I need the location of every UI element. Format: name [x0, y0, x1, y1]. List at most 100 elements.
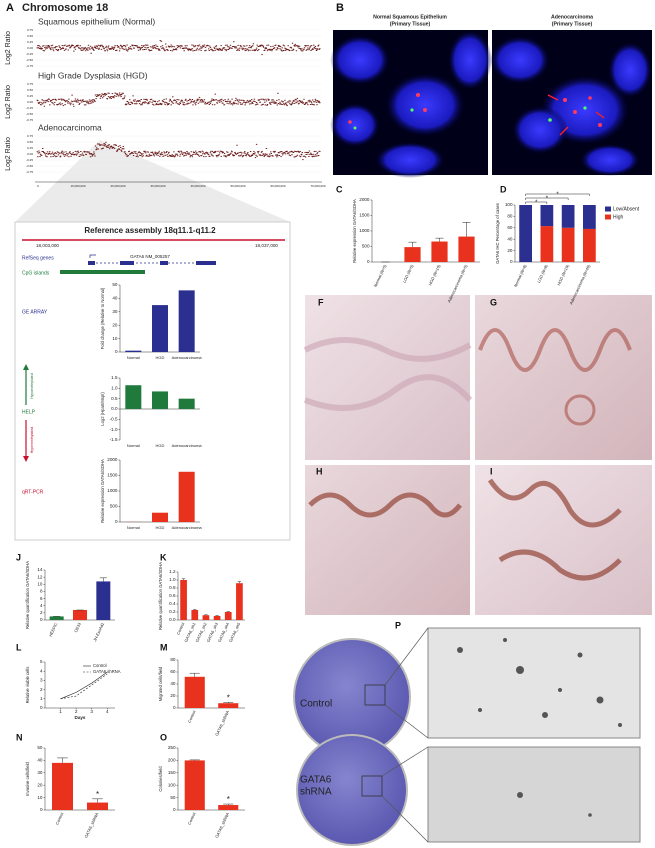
track-label: HELP [22, 409, 36, 415]
y-axis-label: GATA6 IHC Percentage of cases [495, 203, 500, 264]
y-tick-label: 50 [112, 282, 118, 287]
x-tick-label: Control [187, 812, 197, 826]
error-bar [99, 577, 107, 582]
y-tick-label: 10 [112, 336, 118, 341]
y-tick-label: 100 [505, 202, 513, 207]
panel-label: J [16, 552, 21, 562]
bar [191, 610, 199, 620]
y-tick-label: 2000 [359, 197, 370, 202]
methylation-arrows [23, 364, 29, 462]
x-tick-label: 2 [75, 709, 78, 714]
y-tick-label: 150 [168, 770, 176, 775]
y-tick-label: 1500 [359, 213, 370, 218]
bar [96, 581, 111, 620]
track-ytick: 0.50 [27, 88, 33, 92]
y-tick-label: 10 [37, 582, 43, 587]
bar [152, 512, 168, 522]
track-ytick: 0.50 [27, 140, 33, 144]
panel-label: D [500, 184, 507, 194]
y-tick-label: 1.0 [111, 386, 118, 391]
track-title: High Grade Dysplasia (HGD) [38, 70, 148, 80]
track-ytick: 0.00 [27, 100, 33, 104]
y-tick-label: 8 [40, 589, 43, 594]
x-tick-label: HGD [156, 525, 165, 530]
x-tick-label: Normal [127, 355, 140, 360]
significance-star: * [227, 693, 230, 702]
copy-number-profile [36, 40, 321, 56]
y-tick-label: 40 [37, 758, 43, 763]
track-label: GE ARRAY [22, 309, 48, 315]
y-tick-label: 1.2 [169, 569, 176, 574]
bar [236, 583, 243, 620]
x-tick-label: 3 [90, 709, 93, 714]
track-xtick: 20,000,000 [110, 184, 125, 188]
error-bar [237, 581, 242, 584]
x-tick-label: HEEPIC [48, 622, 59, 638]
panel-label: F [318, 297, 324, 307]
panel-label: G [490, 297, 497, 307]
track-ytick: -0.25 [26, 106, 33, 110]
plate-label: Control [300, 699, 332, 710]
y-tick-label: 0 [173, 807, 176, 812]
legend-swatch [605, 206, 611, 212]
error-bar [462, 222, 471, 237]
bar [152, 305, 168, 352]
error-bar [57, 757, 68, 763]
y-tick-label: 50 [37, 745, 43, 750]
colony-plates [293, 627, 641, 846]
histology-images [303, 295, 652, 615]
y-axis-label: Relative viable cells [25, 667, 30, 704]
significance-star: * [556, 192, 559, 198]
y-tick-label: 20 [507, 248, 513, 253]
line-series [60, 673, 108, 700]
track-label: RefSeq genes [22, 255, 54, 261]
track-label: qRT-PCR [22, 489, 44, 495]
y-tick-label: -0.5 [110, 417, 118, 422]
error-bar [435, 237, 444, 242]
x-tick-label: 4 [106, 709, 109, 714]
significance-bracket [525, 201, 548, 204]
bar [218, 805, 239, 810]
gene-label: GATA6 NM_005257 [130, 254, 170, 259]
significance-star: * [546, 196, 549, 202]
cpg-island [60, 270, 145, 274]
y-axis-label: Invasive cells/field [25, 761, 30, 795]
assembly-title: Reference assembly 18q11.1-q11.2 [84, 226, 216, 235]
y-tick-label: 500 [110, 504, 118, 509]
track-xtick: 40,000,000 [190, 184, 205, 188]
track-ytick: -0.25 [26, 158, 33, 162]
x-tick-label: GATA6_shRNA [214, 709, 230, 736]
y-tick-label: 10 [37, 795, 43, 800]
plate-label: GATA6 [300, 775, 332, 786]
track-xtick: 60,000,000 [270, 184, 285, 188]
y-tick-label: 2 [40, 610, 43, 615]
y-tick-label: 0 [40, 807, 43, 812]
track-ytick: 0.25 [27, 40, 33, 44]
assembly-box [14, 221, 291, 541]
track-ytick: 0.75 [27, 134, 33, 138]
x-tick-label: LGD (N=8) [536, 263, 549, 283]
y-axis-label: Relative expression GATA6/SDHA [352, 199, 357, 263]
significance-star: * [227, 795, 230, 804]
track-ylabel: Log2 Ratio [5, 137, 12, 171]
x-tick-label: Adenocarcinoma [172, 355, 203, 360]
track-ylabel: Log2 Ratio [5, 85, 12, 119]
track-ytick: 0.00 [27, 46, 33, 50]
image-title: (Primary Tissue) [390, 21, 431, 27]
y-tick-label: 1.5 [111, 375, 118, 380]
copy-number-profile [36, 92, 321, 107]
assembly-end: 18,037,000 [255, 243, 278, 248]
y-tick-label: 0.6 [169, 593, 176, 598]
bar [224, 612, 232, 620]
y-axis-label: Relative quantification GATA6/SDHA [158, 562, 163, 630]
x-tick-label: HGD (N=19) [556, 263, 570, 286]
y-tick-label: 0.5 [111, 396, 118, 401]
y-axis-label: Relative quantification GATA6/SDHA [25, 561, 30, 629]
y-axis-label: Migrated cells/field [158, 666, 163, 701]
y-tick-label: 30 [112, 309, 118, 314]
y-tick-label: 0.8 [169, 585, 176, 590]
y-tick-label: 4 [40, 603, 43, 608]
bar [125, 350, 142, 352]
y-tick-label: 0.4 [169, 601, 176, 606]
